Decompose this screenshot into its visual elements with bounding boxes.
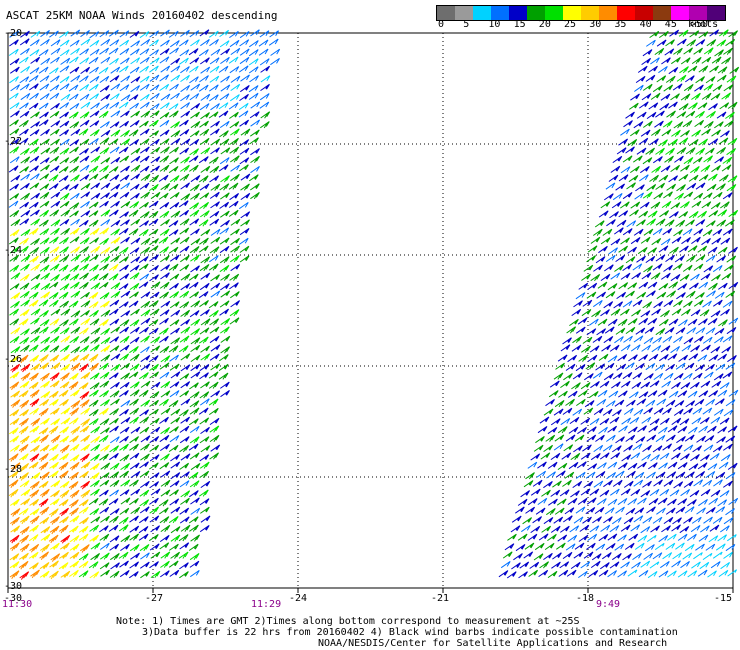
legend-tick-label: 20 xyxy=(538,19,551,30)
legend-swatch xyxy=(707,6,725,20)
legend-swatch xyxy=(455,6,473,20)
legend-swatch xyxy=(545,6,563,20)
legend-swatch xyxy=(437,6,455,20)
lat-label-22: -22 xyxy=(4,136,23,147)
legend-unit: knots xyxy=(688,19,719,30)
lat-label-24: -24 xyxy=(4,245,23,256)
lat-label-30: -30 xyxy=(4,581,23,592)
legend-swatch xyxy=(527,6,545,20)
lon-label-15: -15 xyxy=(714,593,733,604)
legend-swatch xyxy=(491,6,509,20)
legend-swatch xyxy=(581,6,599,20)
legend-tick-label: 35 xyxy=(614,19,627,30)
wind-barbs xyxy=(8,29,740,580)
legend-swatch xyxy=(599,6,617,20)
legend-swatch xyxy=(473,6,491,20)
lon-label-30: -30 xyxy=(4,593,23,604)
lat-label-28: -28 xyxy=(4,464,23,475)
legend-tick-label: 15 xyxy=(513,19,526,30)
map-title: ASCAT 25KM NOAA Winds 20160402 descendin… xyxy=(6,9,278,22)
map-frame xyxy=(7,32,734,589)
lon-label-27: -27 xyxy=(145,593,164,604)
legend-tick-label: 30 xyxy=(589,19,602,30)
legend-swatch xyxy=(689,6,707,20)
legend-tick-label: 10 xyxy=(488,19,501,30)
legend-swatch xyxy=(671,6,689,20)
lon-label-24: -24 xyxy=(289,593,308,604)
legend-tick-label: 40 xyxy=(639,19,652,30)
legend-tick-label: 5 xyxy=(463,19,470,30)
wind-speed-legend xyxy=(436,5,726,21)
time-label-right: 9:49 xyxy=(596,599,621,610)
legend-swatch xyxy=(509,6,527,20)
note-line-1: Note: 1) Times are GMT 2)Times along bot… xyxy=(116,616,580,627)
legend-swatch xyxy=(653,6,671,20)
legend-swatch xyxy=(617,6,635,20)
lat-label-26: -26 xyxy=(4,354,23,365)
time-label-mid: 11:29 xyxy=(251,599,282,610)
legend-swatch xyxy=(635,6,653,20)
lat-label-20: -20 xyxy=(4,28,23,39)
legend-tick-label: >50 xyxy=(690,19,709,30)
note-line-3: NOAA/NESDIS/Center for Satellite Applica… xyxy=(318,638,668,649)
legend-tick-label: 45 xyxy=(664,19,677,30)
legend-tick-label: 25 xyxy=(564,19,577,30)
lon-label-21: -21 xyxy=(431,593,450,604)
note-line-2: 3)Data buffer is 22 hrs from 20160402 4)… xyxy=(142,627,678,638)
lon-label-18: -18 xyxy=(576,593,595,604)
legend-tick-label: 0 xyxy=(438,19,445,30)
time-label-left: 11:30 xyxy=(2,599,33,610)
legend-swatch xyxy=(563,6,581,20)
